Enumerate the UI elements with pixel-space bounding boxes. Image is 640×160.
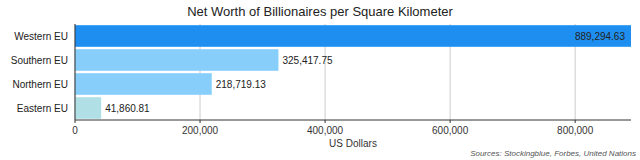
data-label: 41,860.81 — [105, 103, 150, 114]
title: Net Worth of Billionaires per Square Kil… — [187, 4, 453, 19]
bars — [75, 25, 631, 119]
category-label: Eastern EU — [17, 103, 68, 114]
bar — [75, 25, 631, 47]
category-label: Northern EU — [12, 79, 68, 90]
source-note: Sources: Stockingblue, Forbes, United Na… — [470, 149, 636, 158]
tick-label: 200,000 — [182, 125, 219, 136]
y-axis — [75, 24, 76, 120]
tick-label: 0 — [72, 125, 78, 136]
axis-title: US Dollars — [329, 138, 377, 149]
tick-label: 400,000 — [307, 125, 344, 136]
category-label: Southern EU — [11, 55, 68, 66]
data-label: 889,294.63 — [575, 31, 625, 42]
tick-label: 600,000 — [432, 125, 469, 136]
bar — [75, 97, 101, 119]
category-label: Western EU — [14, 31, 68, 42]
grid-line — [75, 24, 76, 120]
chart: Net Worth of Billionaires per Square Kil… — [0, 0, 640, 160]
bar — [75, 49, 278, 71]
data-label: 325,417.75 — [282, 55, 332, 66]
tick-label: 800,000 — [557, 125, 594, 136]
data-label: 218,719.13 — [216, 79, 266, 90]
bar — [75, 73, 212, 95]
x-axis — [75, 120, 631, 121]
